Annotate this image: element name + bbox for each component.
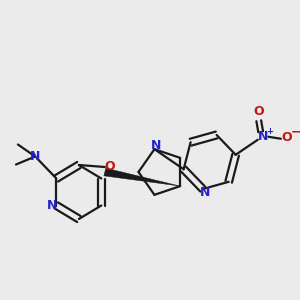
Polygon shape [104,168,180,186]
Text: N: N [151,139,161,152]
Text: O: O [104,160,115,173]
Text: N: N [257,130,268,143]
Text: −: − [291,125,300,138]
Text: O: O [281,131,292,144]
Text: +: + [266,127,273,136]
Text: N: N [46,199,57,212]
Text: N: N [30,150,40,163]
Text: N: N [200,185,210,199]
Text: O: O [254,105,264,118]
